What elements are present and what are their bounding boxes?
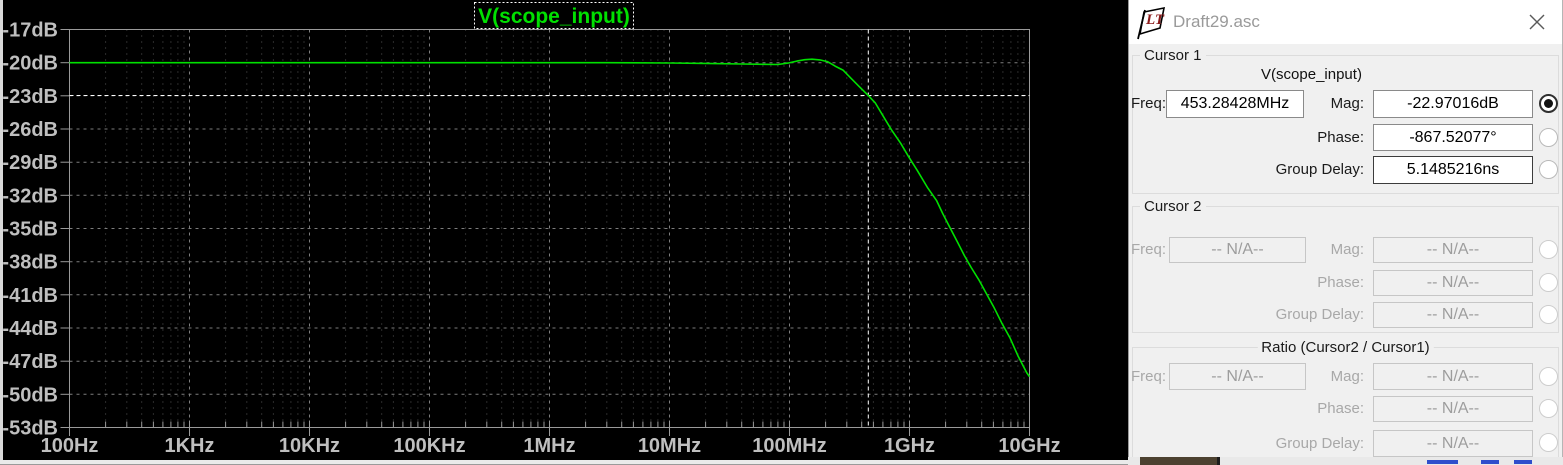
grid-minor [105,29,1025,428]
dialog-title: Draft29.asc [1173,12,1260,31]
svg-text:-47dB: -47dB [2,351,58,373]
cursor2-freq-field: -- N/A-- [1169,237,1306,263]
cursor1-group-delay-label: Group Delay: [1275,161,1364,178]
close-icon[interactable] [1526,11,1548,33]
svg-text:-17dB: -17dB [2,20,58,42]
cursor1-mag-field[interactable]: -22.97016dB [1373,90,1533,118]
cursor1-mag-radio[interactable] [1539,94,1558,113]
cursor1-group-delay-field[interactable]: 5.1485216ns [1373,156,1533,184]
ltspice-logo-icon: LT [1136,5,1168,45]
cursor2-phase-radio[interactable] [1539,273,1558,292]
svg-text:-29dB: -29dB [2,152,58,174]
ratio-freq-field: -- N/A-- [1169,363,1306,390]
svg-text:-32dB: -32dB [2,185,58,207]
svg-text:-53dB: -53dB [2,418,58,440]
svg-text:-44dB: -44dB [2,318,58,340]
svg-text:-20dB: -20dB [2,53,58,75]
svg-text:-50dB: -50dB [2,384,58,406]
cursor1-freq-label: Freq: [1131,95,1167,112]
ratio-phase-field: -- N/A-- [1373,396,1533,422]
background-window-fragment [1140,457,1220,465]
cursor1-mag-label: Mag: [1330,95,1364,112]
svg-text:10KHz: 10KHz [279,435,340,457]
waveform-plot[interactable]: -17dB -20dB -23dB -26dB -29dB -32dB -35dB -38dB… [0,0,1128,460]
svg-text:-41dB: -41dB [2,285,58,307]
svg-text:100KHz: 100KHz [393,435,465,457]
ratio-group-delay-field: -- N/A-- [1373,430,1533,457]
svg-text:-26dB: -26dB [2,119,58,141]
background-window-sliver [1128,457,1563,465]
ratio-section-label: Ratio (Cursor2 / Cursor1) [1257,339,1434,356]
svg-text:-38dB: -38dB [2,252,58,274]
background-wire-fragment [1514,460,1532,464]
ratio-freq-label: Freq: [1131,368,1167,385]
cursor2-group-delay-label: Group Delay: [1275,306,1364,323]
plot-title[interactable]: V(scope_input) [474,2,634,29]
cursor1-phase-label: Phase: [1317,129,1364,146]
cursor2-phase-field: -- N/A-- [1373,270,1533,296]
cursor2-section: Cursor 2 [1132,198,1559,333]
background-wire-fragment [1427,460,1458,464]
ratio-phase-radio[interactable] [1539,399,1558,418]
svg-text:V(scope_input): V(scope_input) [478,5,630,28]
grid-major [60,29,1030,436]
ratio-group-delay-radio[interactable] [1539,433,1558,452]
cursor2-group-delay-field: -- N/A-- [1373,302,1533,328]
svg-text:-35dB: -35dB [2,219,58,241]
cursor2-freq-label: Freq: [1131,241,1167,258]
cursor1-section: Cursor 1 [1132,47,1559,194]
dialog-titlebar[interactable]: LT Draft29.asc [1129,0,1562,44]
ratio-phase-label: Phase: [1317,400,1364,417]
ratio-mag-field: -- N/A-- [1373,363,1533,390]
svg-text:-23dB: -23dB [2,86,58,108]
window-left-border [0,0,3,461]
svg-text:100Hz: 100Hz [41,435,99,457]
ratio-mag-radio[interactable] [1539,367,1558,386]
cursor1-section-label: Cursor 1 [1140,47,1206,64]
cursor2-mag-radio[interactable] [1539,240,1558,259]
ratio-mag-label: Mag: [1330,368,1364,385]
window-bottom-edge [0,460,1128,465]
svg-text:1MHz: 1MHz [523,435,575,457]
ratio-section: Ratio (Cursor2 / Cursor1) [1132,339,1559,457]
cursor-dialog: LT Draft29.asc Cursor 1 V(scope_input) F… [1128,0,1563,457]
svg-text:100MHz: 100MHz [752,435,826,457]
svg-text:1KHz: 1KHz [164,435,214,457]
cursor2-section-label: Cursor 2 [1140,198,1206,215]
cursor2-mag-field: -- N/A-- [1373,237,1533,263]
svg-text:10GHz: 10GHz [998,435,1060,457]
cursor2-phase-label: Phase: [1317,274,1364,291]
cursor1-group-delay-radio[interactable] [1539,160,1558,179]
ratio-group-delay-label: Group Delay: [1275,435,1364,452]
cursor1-phase-radio[interactable] [1539,128,1558,147]
axis-labels: -17dB -20dB -23dB -26dB -29dB -32dB -35dB -38dB… [2,20,1060,458]
cursor1-phase-field[interactable]: -867.52077° [1373,124,1533,151]
svg-text:10MHz: 10MHz [638,435,701,457]
cursor2-group-delay-radio[interactable] [1539,305,1558,324]
svg-text:LT: LT [1145,12,1165,28]
cursor2-mag-label: Mag: [1330,241,1364,258]
trace-v-scope-input[interactable] [69,58,1031,378]
cursor1-freq-field[interactable]: 453.28428MHz [1166,90,1304,118]
background-wire-fragment [1481,460,1499,464]
svg-text:1GHz: 1GHz [884,435,935,457]
cursor1-trace-name: V(scope_input) [1261,66,1362,83]
